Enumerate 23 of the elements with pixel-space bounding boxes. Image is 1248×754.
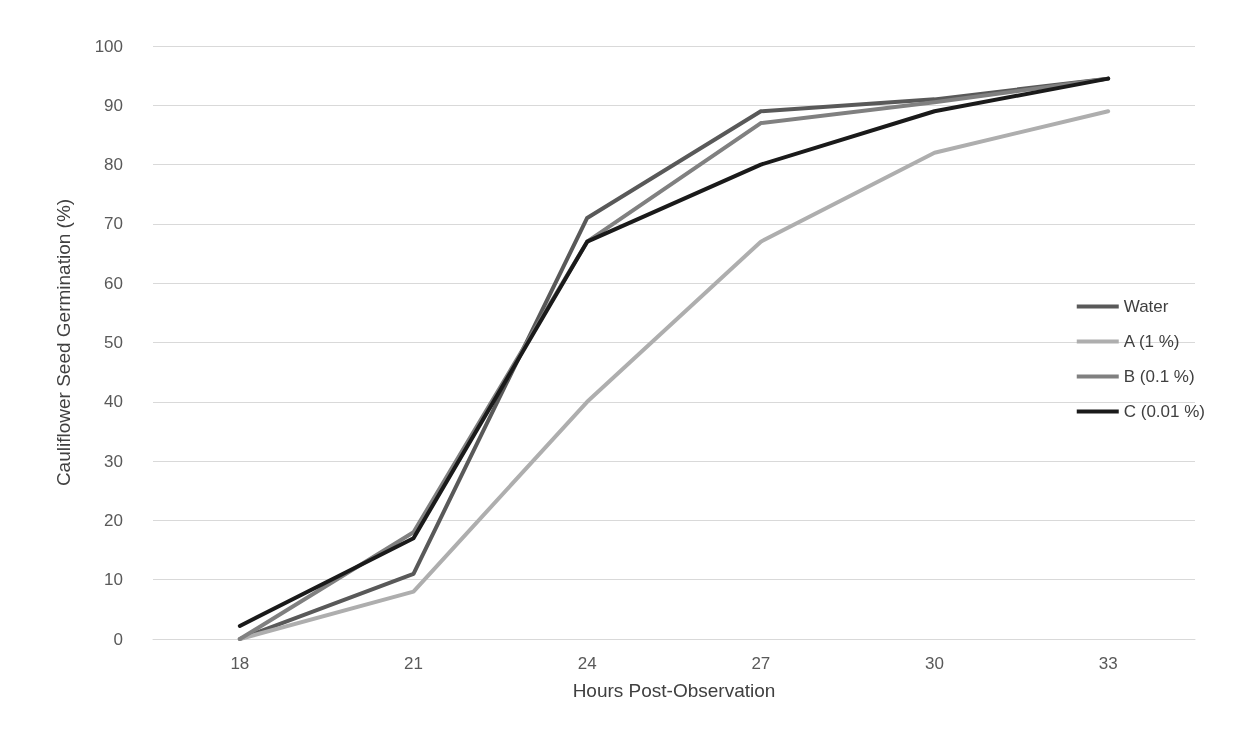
x-tick-label: 33 bbox=[1098, 654, 1118, 673]
x-tick-label: 18 bbox=[230, 654, 250, 673]
x-axis-title: Hours Post-Observation bbox=[572, 680, 776, 701]
x-tick-label: 27 bbox=[751, 654, 771, 673]
y-tick-label: 70 bbox=[104, 214, 123, 234]
legend-label: C (0.01 %) bbox=[1123, 402, 1205, 421]
y-axis-title: Cauliflower Seed Germination (%) bbox=[53, 198, 74, 487]
y-tick-label: 60 bbox=[104, 273, 123, 293]
y-tick-label: 40 bbox=[104, 392, 123, 412]
legend-label: A (1 %) bbox=[1123, 332, 1180, 351]
y-tick-label: 0 bbox=[113, 629, 123, 649]
legend-label: Water bbox=[1123, 297, 1169, 316]
x-tick-label: 21 bbox=[404, 654, 423, 673]
y-tick-label: 10 bbox=[104, 570, 123, 590]
x-tick-label: 30 bbox=[925, 654, 944, 673]
y-tick-label: 90 bbox=[104, 95, 123, 115]
y-tick-label: 100 bbox=[94, 36, 123, 56]
y-tick-label: 30 bbox=[104, 451, 123, 471]
y-tick-label: 80 bbox=[104, 155, 123, 175]
legend-label: B (0.1 %) bbox=[1123, 367, 1195, 386]
y-tick-label: 50 bbox=[104, 333, 123, 352]
y-tick-label: 20 bbox=[104, 510, 123, 530]
x-tick-label: 24 bbox=[577, 654, 597, 673]
